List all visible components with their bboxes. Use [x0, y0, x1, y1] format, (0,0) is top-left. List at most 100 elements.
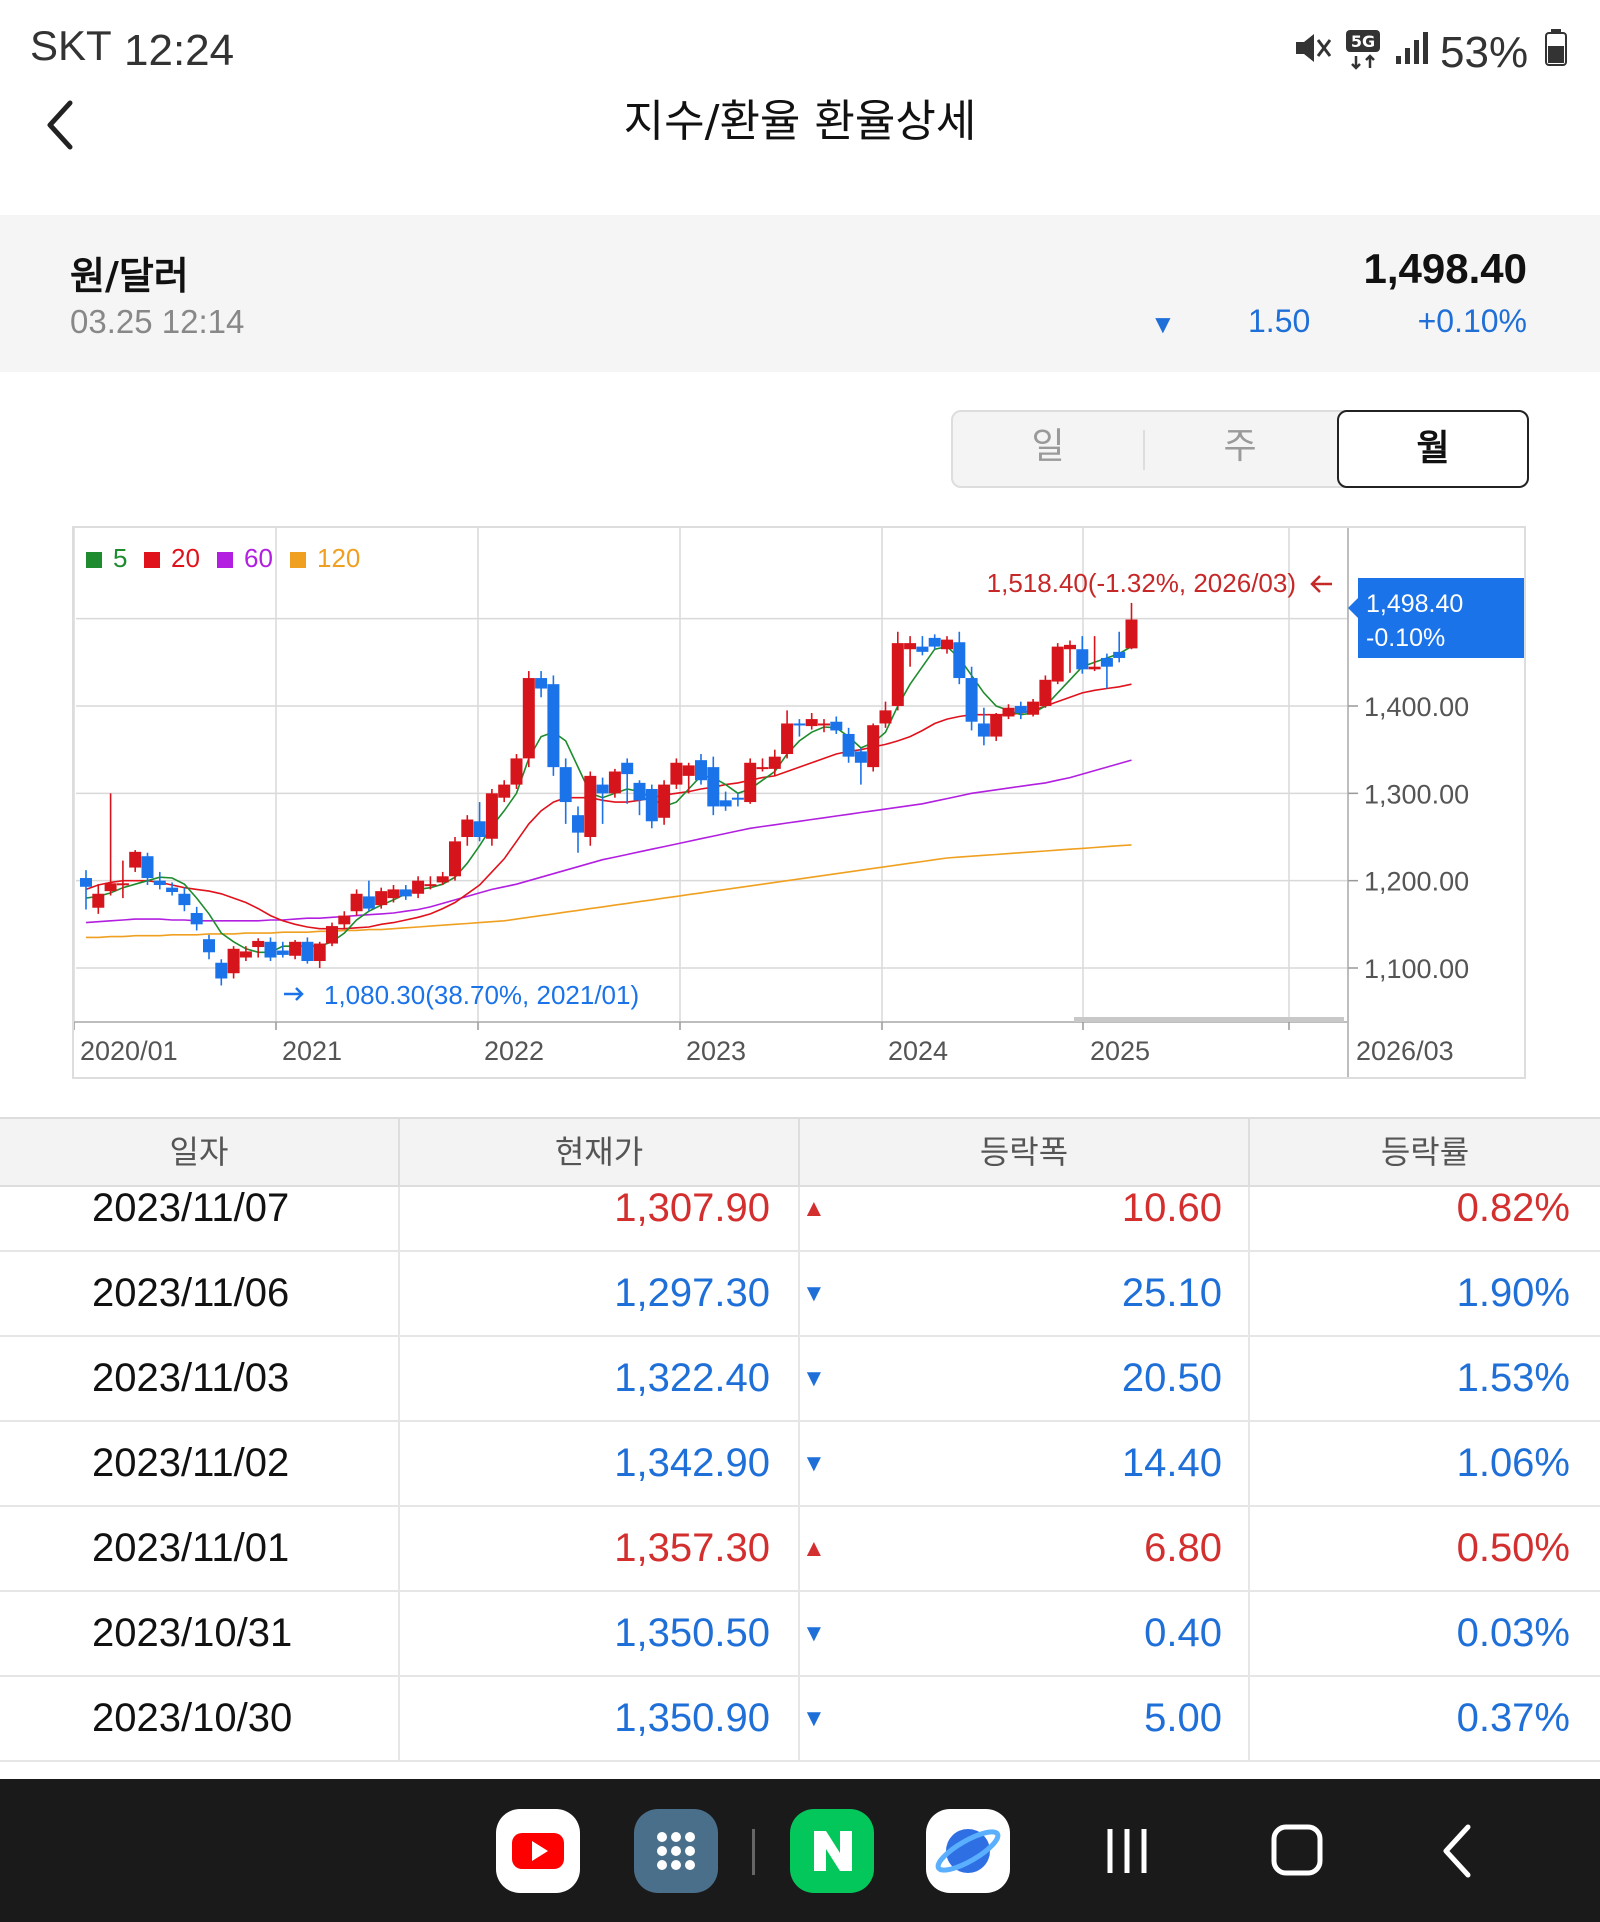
home-button[interactable] [1260, 1819, 1334, 1883]
candle [1125, 619, 1138, 649]
legend-swatch [144, 552, 160, 568]
candle [904, 643, 917, 650]
naver-n-icon [814, 1831, 852, 1871]
candle [830, 721, 843, 731]
candle [399, 889, 412, 897]
candle [424, 884, 437, 887]
candle [313, 943, 326, 962]
y-tick-label: 1,400.00 [1364, 692, 1469, 722]
row-price: 1,350.50 [614, 1611, 770, 1655]
chart-canvas: 2020/01 2021 2022 2023 2024 2025 2026/03 1,400.… [73, 528, 1524, 1077]
row-rate: 0.37% [1456, 1696, 1570, 1740]
candle [326, 926, 338, 944]
youtube-app-icon[interactable] [496, 1809, 580, 1893]
table-row[interactable]: 2023/11/02 1,342.90 ▼ 14.40 1.06% [0, 1422, 1600, 1507]
column-header-rate[interactable]: 등락률 [1380, 1133, 1470, 1171]
candle [461, 819, 474, 837]
app-drawer-icon[interactable] [634, 1809, 718, 1893]
carrier-label: SKT [30, 22, 112, 69]
table-row[interactable]: 2023/11/03 1,322.40 ▼ 20.50 1.53% [0, 1337, 1600, 1422]
row-change: 25.10 [1121, 1271, 1222, 1315]
candle [473, 821, 486, 837]
tab-monthly[interactable]: 월 [1337, 410, 1529, 488]
right-arrow-icon [284, 987, 304, 1001]
x-tick-label: 2023 [686, 1036, 746, 1066]
down-arrow-icon: ▼ [802, 1705, 826, 1732]
row-price: 1,357.30 [614, 1526, 770, 1570]
row-change: 14.40 [1121, 1441, 1222, 1485]
table-row[interactable]: 2023/11/06 1,297.30 ▼ 25.10 1.90% [0, 1252, 1600, 1337]
row-price: 1,342.90 [614, 1441, 770, 1485]
down-arrow-icon: ▼ [1150, 309, 1176, 339]
candle [338, 915, 351, 925]
row-rate: 1.53% [1456, 1356, 1570, 1400]
candle [362, 896, 375, 909]
legend-label: 60 [244, 543, 273, 573]
column-header-price[interactable]: 현재가 [554, 1133, 644, 1171]
candle [166, 887, 179, 893]
candle [731, 797, 744, 800]
candle [633, 782, 646, 801]
table-row[interactable]: 2023/10/31 1,350.50 ▼ 0.40 0.03% [0, 1592, 1600, 1677]
ma60-line [85, 759, 1132, 924]
legend-label: 20 [171, 543, 200, 573]
row-change: 6.80 [1144, 1526, 1222, 1570]
down-arrow-icon: ▼ [802, 1365, 826, 1392]
down-arrow-icon: ▼ [802, 1280, 826, 1307]
quote-datetime: 03.25 12:14 [70, 303, 245, 340]
samsung-internet-app-icon[interactable] [926, 1809, 1010, 1893]
column-header-date[interactable]: 일자 [169, 1133, 229, 1171]
candle [1014, 706, 1027, 713]
candle [1039, 679, 1052, 706]
table-row[interactable]: 2023/11/01 1,357.30 ▲ 6.80 0.50% [0, 1507, 1600, 1592]
y-tick-label: 1,200.00 [1364, 867, 1469, 897]
tab-daily[interactable]: 일 [1031, 426, 1065, 467]
history-table[interactable]: 2023/11/07 1,307.90 ▲ 10.60 0.82% 2023/11/06 1… [0, 1187, 1600, 1779]
candle [449, 841, 461, 877]
row-price: 1,322.40 [614, 1356, 770, 1400]
candle [941, 639, 953, 650]
table-row[interactable]: 2023/11/07 1,307.90 ▲ 10.60 0.82% [0, 1187, 1600, 1252]
candle [1088, 666, 1101, 670]
candle [227, 948, 240, 974]
candle [1002, 707, 1015, 717]
row-rate: 0.50% [1456, 1526, 1570, 1570]
ma20-line [85, 683, 1132, 930]
candle [682, 765, 695, 776]
row-date: 2023/10/31 [92, 1611, 293, 1655]
candle [129, 851, 142, 868]
candle [350, 893, 363, 912]
home-icon [1271, 1824, 1323, 1876]
candle [387, 889, 400, 899]
candle [977, 723, 990, 737]
candle [498, 784, 511, 798]
candle [252, 940, 265, 948]
naver-app-icon[interactable] [790, 1809, 874, 1893]
candle [953, 642, 966, 679]
candle [916, 646, 929, 652]
candle [1100, 657, 1113, 667]
candle [375, 891, 388, 906]
row-date: 2023/10/30 [92, 1696, 293, 1740]
candle [1076, 649, 1089, 670]
back-button[interactable] [40, 95, 110, 155]
legend-label: 120 [317, 543, 360, 573]
tab-weekly[interactable]: 주 [1223, 426, 1257, 467]
candle [965, 678, 978, 722]
candle [781, 723, 794, 755]
recents-button[interactable] [1090, 1819, 1164, 1883]
row-rate: 0.03% [1456, 1611, 1570, 1655]
row-price: 1,297.30 [614, 1271, 770, 1315]
chevron-left-icon [47, 100, 73, 150]
clock: 12:24 [124, 26, 235, 75]
candle [707, 767, 720, 807]
period-toggle: 일 주 월 [951, 410, 1529, 488]
candle [572, 815, 584, 833]
row-date: 2023/11/03 [92, 1356, 290, 1400]
candlestick-chart[interactable]: 2020/01 2021 2022 2023 2024 2025 2026/03 1,400.… [72, 526, 1526, 1079]
back-nav-button[interactable] [1420, 1819, 1494, 1883]
dock-divider [752, 1829, 755, 1875]
candle [104, 883, 117, 892]
column-header-change[interactable]: 등락폭 [979, 1133, 1069, 1171]
table-row[interactable]: 2023/10/30 1,350.90 ▼ 5.00 0.37% [0, 1677, 1600, 1762]
